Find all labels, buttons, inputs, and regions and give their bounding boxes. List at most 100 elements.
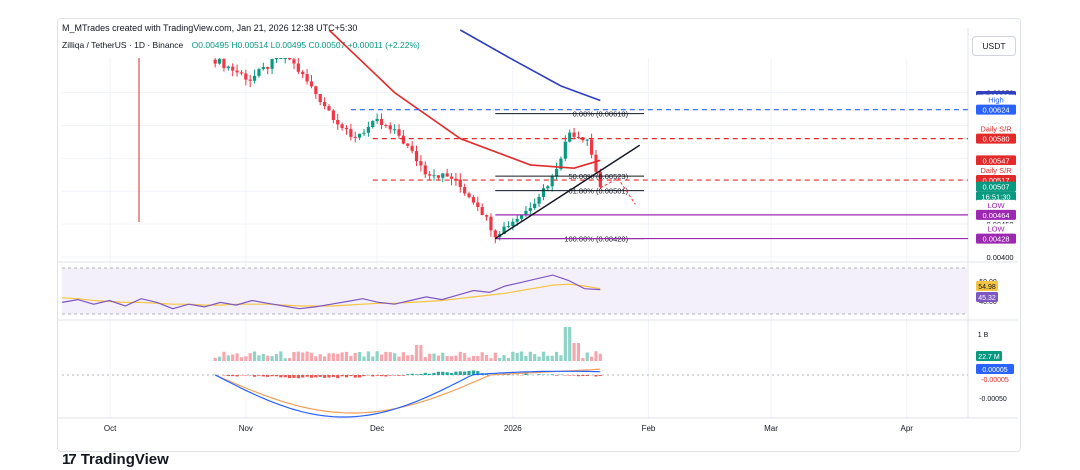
candle-body bbox=[309, 81, 314, 87]
volume-bar bbox=[257, 355, 261, 361]
price-badge-label: 0.00507 bbox=[982, 183, 1009, 192]
candle-body bbox=[524, 210, 528, 216]
price-badge-label: 0.00517 bbox=[982, 176, 1009, 185]
time-axis-tick: Oct bbox=[104, 424, 117, 433]
volume-badge-label: 22.7 M bbox=[978, 354, 1000, 361]
price-badge bbox=[976, 123, 1016, 134]
volume-bar bbox=[467, 357, 471, 361]
macd-histogram-bar bbox=[419, 373, 423, 375]
rsi-badge bbox=[976, 292, 998, 302]
price-badge bbox=[976, 199, 1016, 210]
macd-histogram-bar bbox=[432, 372, 436, 375]
time-axis-tick: Nov bbox=[239, 424, 253, 433]
candle-body bbox=[445, 173, 449, 177]
macd-histogram-bar bbox=[349, 375, 353, 377]
macd-histogram-bar bbox=[554, 375, 559, 376]
volume-bar bbox=[349, 355, 353, 361]
candle-body bbox=[480, 206, 484, 216]
volume-bar bbox=[554, 351, 559, 361]
volume-bar bbox=[414, 345, 419, 361]
candle-body bbox=[379, 118, 384, 126]
volume-bar bbox=[484, 355, 489, 361]
moving-average-blue bbox=[459, 29, 601, 102]
candle-body bbox=[323, 102, 327, 107]
time-axis-tick: Apr bbox=[900, 424, 913, 433]
ohlc-close: C0.00507 bbox=[308, 40, 346, 50]
fib-level-label: 61.80% (0.00501) bbox=[568, 187, 628, 196]
candle-body bbox=[270, 59, 274, 69]
macd-histogram-bar bbox=[406, 374, 410, 375]
candle-body bbox=[375, 118, 379, 122]
macd-histogram-bar bbox=[410, 373, 414, 375]
volume-bar bbox=[563, 327, 567, 361]
volume-bar bbox=[309, 352, 314, 361]
macd-histogram-bar bbox=[384, 375, 388, 377]
candle-body bbox=[393, 129, 397, 131]
macd-histogram-bar bbox=[428, 373, 432, 375]
macd-histogram-bar bbox=[231, 375, 235, 377]
macd-histogram-bar bbox=[388, 375, 392, 376]
candle-body bbox=[441, 173, 445, 178]
candle-body bbox=[244, 73, 248, 80]
candle-body bbox=[248, 79, 252, 81]
candle-body bbox=[353, 136, 357, 138]
macd-histogram-bar bbox=[397, 375, 401, 376]
price-axis-tick: 0.00400 bbox=[986, 253, 1013, 262]
candle-body bbox=[235, 70, 239, 73]
macd-histogram-bar bbox=[257, 375, 261, 376]
candle-body bbox=[528, 208, 532, 211]
macd-axis-tick: -0.00050 bbox=[979, 396, 1007, 403]
volume-bar bbox=[498, 357, 502, 361]
candle-body bbox=[537, 196, 541, 204]
candle-body bbox=[585, 139, 589, 141]
volume-bar bbox=[441, 352, 445, 361]
time-axis-tick: Feb bbox=[642, 424, 656, 433]
volume-bar bbox=[340, 352, 344, 361]
candle-body bbox=[458, 179, 462, 188]
volume-bar bbox=[226, 355, 230, 361]
volume-bar bbox=[379, 354, 384, 361]
candle-body bbox=[371, 121, 375, 128]
price-badge-label: Daily S/R bbox=[980, 166, 1012, 175]
candle-body bbox=[344, 127, 349, 130]
tradingview-brand-text: TradingView bbox=[80, 451, 169, 468]
macd-histogram-bar bbox=[537, 374, 541, 375]
macd-badge bbox=[976, 364, 1014, 374]
candle-body bbox=[454, 178, 458, 180]
symbol-title[interactable]: Zilliqa / TetherUS · 1D · Binance bbox=[62, 40, 184, 50]
volume-bar bbox=[493, 352, 497, 361]
macd-histogram-bar bbox=[458, 371, 462, 375]
macd-histogram-bar bbox=[358, 375, 362, 378]
volume-bar bbox=[279, 351, 283, 361]
volume-bar bbox=[362, 356, 366, 361]
volume-bar bbox=[318, 354, 322, 361]
volume-bar bbox=[528, 351, 532, 361]
macd-histogram-bar bbox=[471, 370, 476, 375]
macd-histogram-bar bbox=[331, 375, 335, 377]
candle-body bbox=[436, 175, 441, 178]
candle-body bbox=[336, 120, 340, 125]
candle-body bbox=[414, 151, 419, 162]
candle-body bbox=[340, 124, 344, 128]
macd-histogram-bar bbox=[296, 375, 300, 379]
macd-histogram-bar bbox=[598, 375, 602, 376]
candle-body bbox=[423, 165, 427, 175]
tradingview-logo[interactable]: 17 TradingView bbox=[62, 451, 169, 468]
candle-body bbox=[366, 127, 370, 133]
candle-body bbox=[467, 193, 471, 198]
currency-button[interactable]: USDT bbox=[972, 36, 1016, 56]
candle-body bbox=[384, 125, 388, 127]
volume-bar bbox=[248, 353, 252, 361]
candle-body bbox=[388, 125, 392, 130]
candle-body bbox=[432, 175, 436, 177]
volume-bar bbox=[239, 357, 244, 361]
volume-bar bbox=[274, 353, 279, 361]
macd-histogram-bar bbox=[336, 375, 340, 379]
volume-bar bbox=[428, 353, 432, 361]
macd-histogram-bar bbox=[292, 375, 296, 378]
candle-body bbox=[471, 197, 476, 203]
macd-badge bbox=[976, 374, 1014, 384]
volume-bar bbox=[476, 355, 480, 361]
candle-body bbox=[463, 187, 467, 194]
